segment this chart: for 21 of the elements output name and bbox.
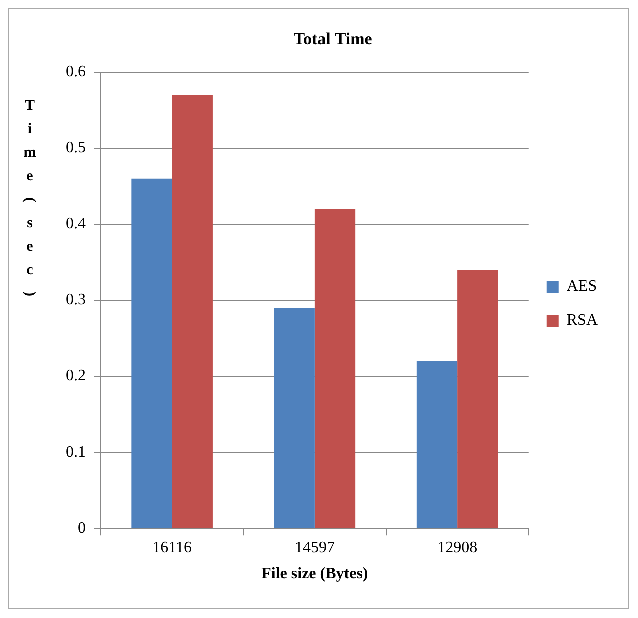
- bar: [132, 178, 172, 528]
- bar: [274, 308, 315, 528]
- bar: [458, 270, 498, 528]
- y-tick-label: 0.4: [66, 216, 86, 233]
- legend-label: RSA: [566, 312, 598, 330]
- y-tick-label: 0.5: [66, 140, 86, 157]
- x-tick-label: 16116: [152, 539, 192, 556]
- y-tick-label: 0.6: [66, 64, 86, 81]
- chart-title: Total Time: [294, 30, 373, 49]
- y-tick-label: 0: [78, 520, 86, 537]
- y-tick-label: 0.2: [66, 368, 86, 385]
- x-axis-title: File size (Bytes): [262, 566, 368, 583]
- x-tick-label: 12908: [438, 539, 478, 556]
- bar: [172, 95, 213, 528]
- y-tick-label: 0.1: [66, 444, 86, 461]
- legend-label: AES: [566, 278, 598, 296]
- y-tick-label: 0.3: [66, 292, 86, 309]
- x-tick-label: 14597: [294, 539, 335, 556]
- bar: [416, 361, 458, 528]
- bar: [314, 209, 356, 528]
- text: Time ( sec): [22, 98, 38, 296]
